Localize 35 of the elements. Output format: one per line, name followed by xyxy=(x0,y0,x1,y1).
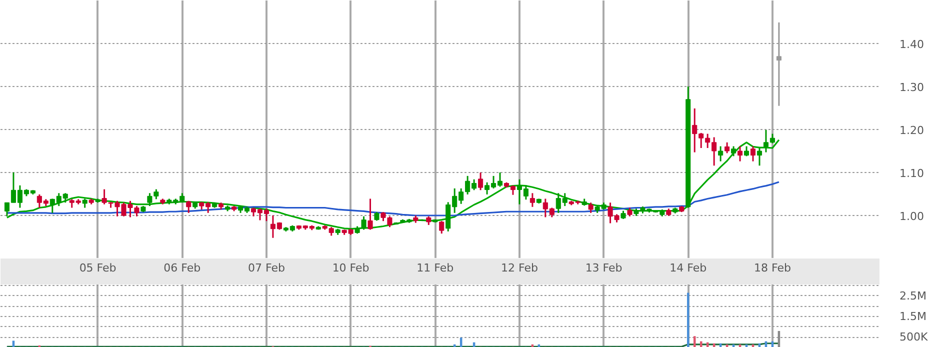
candlestick xyxy=(368,198,373,230)
y-tick-label: 1.5M xyxy=(900,310,926,324)
y-tick-label: 1.40 xyxy=(900,38,924,51)
candlestick xyxy=(478,172,484,191)
bar xyxy=(12,340,15,347)
candlestick xyxy=(724,142,730,154)
y-tick-label: 500K xyxy=(900,330,928,344)
candlestick xyxy=(756,147,762,166)
bar xyxy=(693,336,696,347)
bar xyxy=(686,292,690,347)
candlestick xyxy=(731,146,736,157)
x-tick-label: 13 Feb xyxy=(585,262,622,274)
y-tick-label: 1.20 xyxy=(900,124,924,137)
candlestick xyxy=(439,220,444,234)
x-tick-label: 10 Feb xyxy=(332,262,370,274)
candlestick xyxy=(186,200,192,214)
x-tick-label: 12 Feb xyxy=(500,262,538,274)
x-tick-label: 14 Feb xyxy=(670,262,707,274)
x-tick-label: 06 Feb xyxy=(164,262,201,274)
candlestick xyxy=(718,146,724,162)
candlestick xyxy=(588,202,594,214)
candlestick xyxy=(530,192,535,208)
x-tick-label: 11 Feb xyxy=(416,262,454,274)
y-tick-label: 2.5M xyxy=(900,289,926,302)
y-tick-label: 1.30 xyxy=(900,81,924,94)
candlestick xyxy=(738,146,743,162)
candlestick xyxy=(744,146,750,157)
candlestick xyxy=(750,146,756,162)
x-tick-label: 18 Feb xyxy=(754,262,791,274)
x-tick-label: 05 Feb xyxy=(79,262,116,274)
line-series xyxy=(6,181,780,216)
y-tick-label: 1.00 xyxy=(900,210,924,223)
candlestick xyxy=(82,198,88,209)
x-tick-label: 07 Feb xyxy=(248,262,285,274)
y-tick-label: 1.10 xyxy=(900,167,924,180)
